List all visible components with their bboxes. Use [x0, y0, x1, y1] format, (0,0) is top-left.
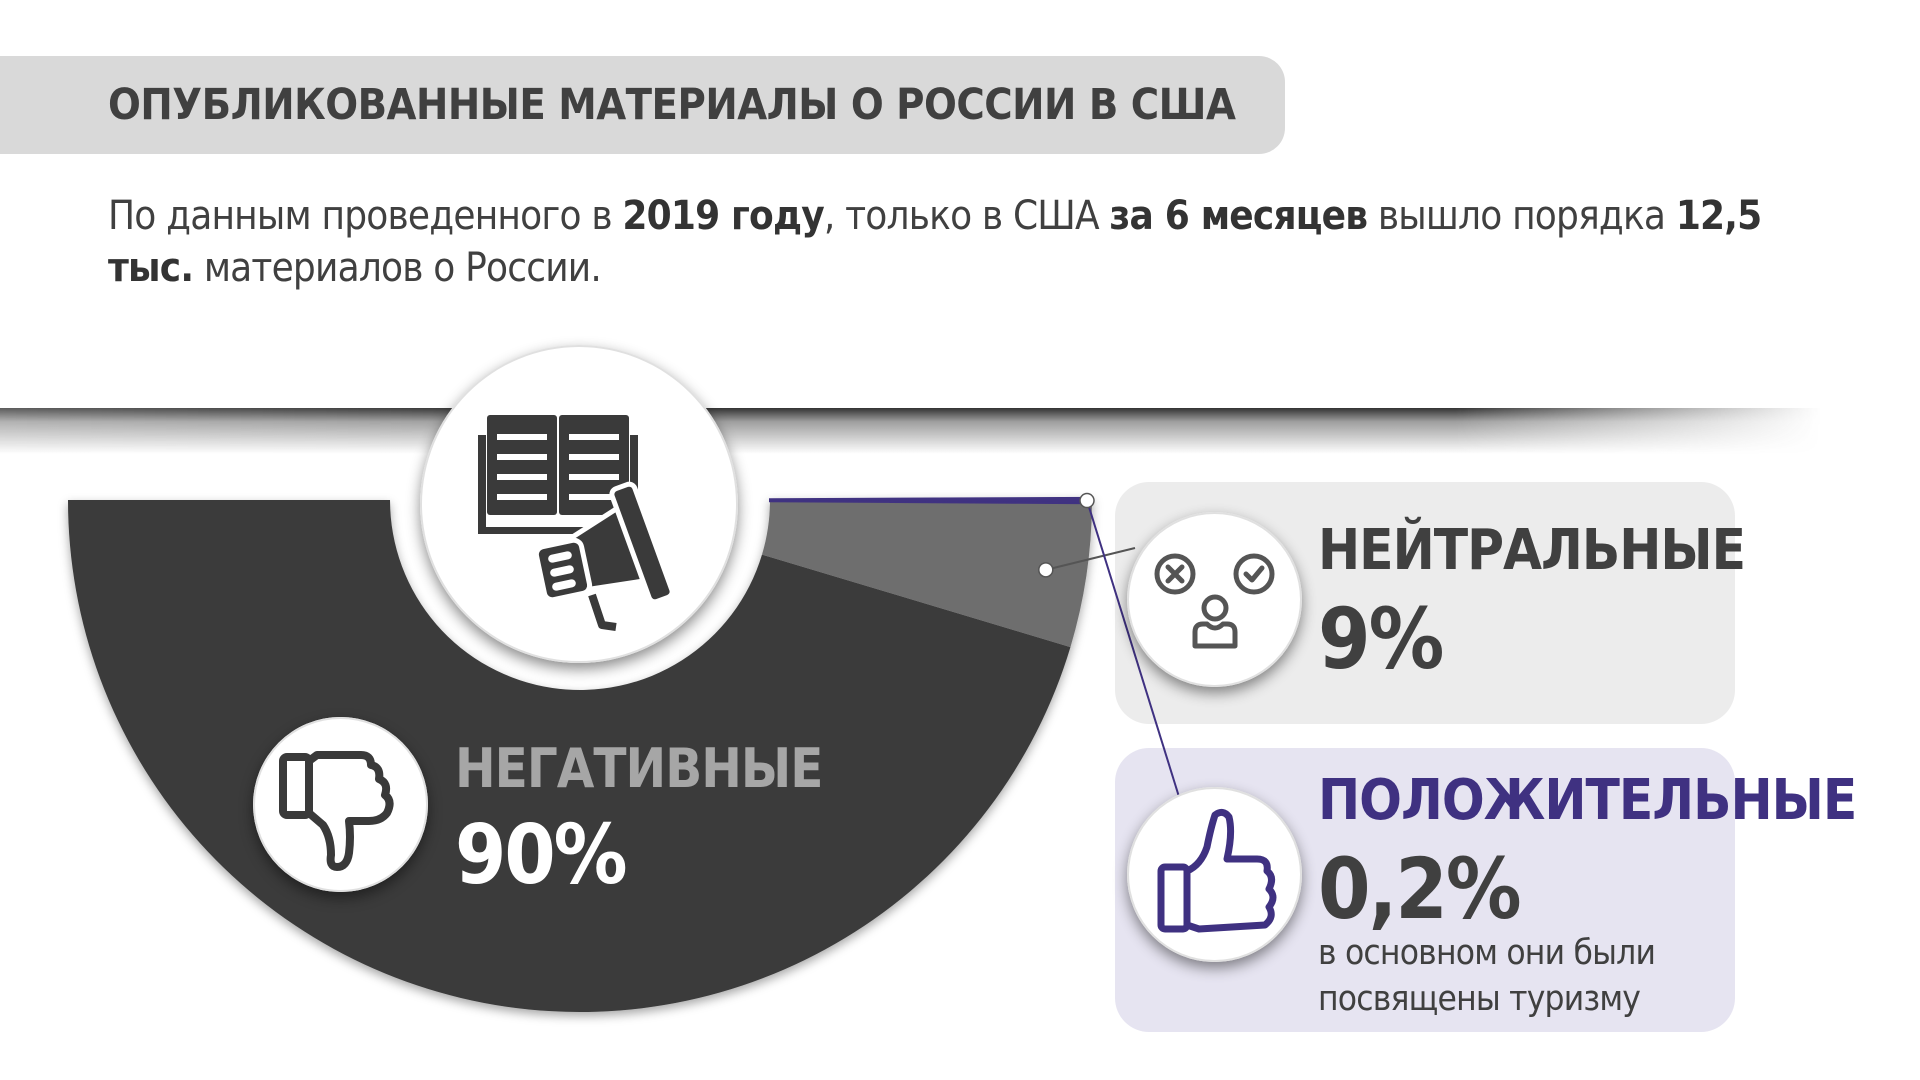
positive-slice — [768, 496, 1094, 505]
intro-paragraph: По данным проведенного в 2019 году, толь… — [108, 190, 1788, 294]
neutral-value: 9% — [1318, 590, 1444, 688]
intro-text-4: материалов о России. — [193, 245, 602, 291]
positive-leader-line — [1086, 500, 1181, 801]
page-title: ОПУБЛИКОВАННЫЕ МАТЕРИАЛЫ О РОССИИ В США — [108, 80, 1236, 130]
neutral-leader-line — [1045, 547, 1136, 571]
neutral-label: НЕЙТРАЛЬНЫЕ — [1318, 518, 1746, 583]
book-megaphone-icon — [478, 415, 675, 631]
positive-leader-dot — [1079, 492, 1095, 509]
intro-count: 12,5 тыс. — [108, 193, 1762, 291]
thumbs-up-icon — [1157, 808, 1277, 933]
positive-label: ПОЛОЖИТЕЛЬНЫЕ — [1318, 768, 1857, 833]
intro-text-2: , только в США — [823, 193, 1110, 239]
intro-text-3: вышло порядка — [1367, 193, 1676, 239]
thumbdown-circle — [253, 717, 428, 892]
thumbs-down-icon — [279, 751, 394, 871]
neutral-faces-icon — [1154, 553, 1275, 649]
neutral-leader-dot — [1038, 562, 1054, 578]
intro-period: за 6 месяцев — [1109, 193, 1368, 239]
intro-text-1: По данным проведенного в — [108, 193, 623, 239]
intro-year: 2019 году — [622, 193, 824, 239]
neutral-circle — [1127, 512, 1302, 687]
negative-value: 90% — [455, 808, 628, 903]
positive-note: в основном они были посвящены туризму — [1318, 933, 1656, 1019]
positive-value: 0,2% — [1318, 840, 1522, 938]
thumbup-circle — [1127, 787, 1302, 962]
neutral-slice — [761, 501, 1092, 648]
center-icon-circle — [420, 345, 738, 663]
negative-label: НЕГАТИВНЫЕ — [455, 737, 823, 800]
title-bar: ОПУБЛИКОВАННЫЕ МАТЕРИАЛЫ О РОССИИ В США — [0, 56, 1285, 154]
shadow-band — [0, 408, 1820, 454]
